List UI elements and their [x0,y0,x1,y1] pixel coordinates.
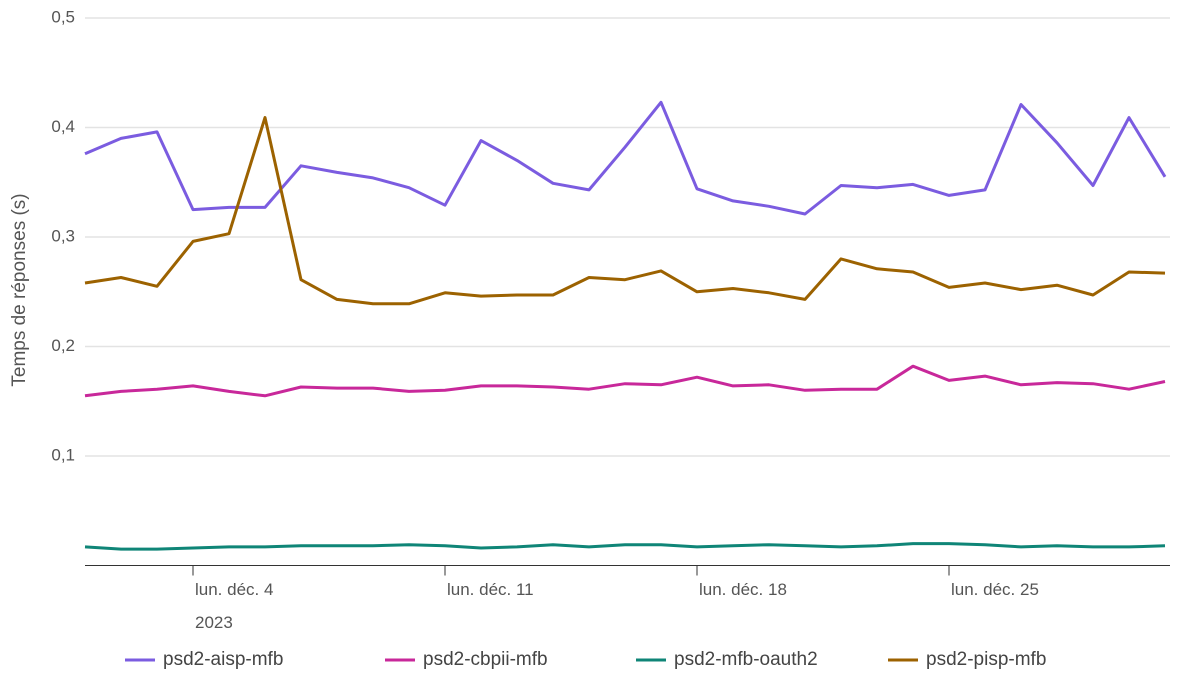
legend-label: psd2-mfb-oauth2 [674,649,818,670]
x-tick-label: lun. déc. 18 [699,580,787,599]
x-tick-label: lun. déc. 25 [951,580,1039,599]
series-line [84,100,1167,216]
x-tick-label: lun. déc. 4 [195,580,273,599]
legend-label: psd2-aisp-mfb [163,649,283,670]
series-line [84,542,1166,551]
series-line [84,116,1166,306]
y-tick-label: 0,3 [51,226,75,245]
x-tick-label: lun. déc. 11 [447,580,534,599]
legend-label: psd2-cbpii-mfb [423,649,548,670]
series-line [84,364,1166,398]
legend-label: psd2-pisp-mfb [926,649,1046,670]
y-tick-label: 0,4 [51,117,75,136]
x-year-label: 2023 [195,613,233,632]
y-tick-label: 0,1 [51,445,75,464]
y-axis-label: Temps de réponses (s) [9,193,30,386]
y-tick-label: 0,2 [51,336,75,355]
y-tick-label: 0,5 [51,7,75,26]
